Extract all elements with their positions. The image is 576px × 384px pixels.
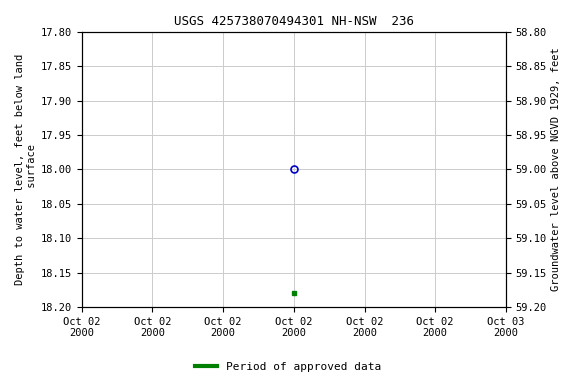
Title: USGS 425738070494301 NH-NSW  236: USGS 425738070494301 NH-NSW 236 (174, 15, 414, 28)
Y-axis label: Groundwater level above NGVD 1929, feet: Groundwater level above NGVD 1929, feet (551, 48, 561, 291)
Legend: Period of approved data: Period of approved data (191, 358, 385, 377)
Y-axis label: Depth to water level, feet below land
 surface: Depth to water level, feet below land su… (15, 54, 37, 285)
